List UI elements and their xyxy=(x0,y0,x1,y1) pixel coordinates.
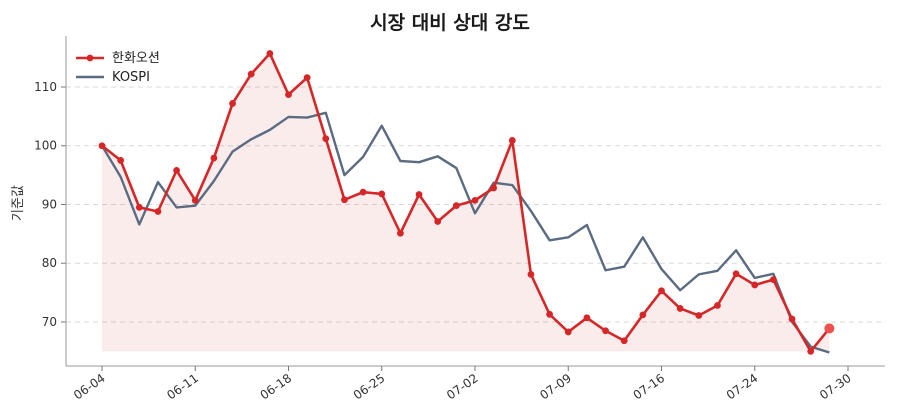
hanwha-point xyxy=(173,167,181,174)
hanwha-point xyxy=(620,337,628,345)
hanwha-point xyxy=(397,229,404,237)
legend-hanwha-marker xyxy=(86,54,94,62)
x-tick-label: 06-18 xyxy=(258,371,295,402)
hanwha-point xyxy=(490,184,498,192)
hanwha-point xyxy=(452,202,460,210)
hanwha-point xyxy=(751,281,759,289)
hanwha-point xyxy=(191,196,199,204)
hanwha-last-point xyxy=(824,323,835,334)
hanwha-point xyxy=(807,347,815,355)
hanwha-point xyxy=(732,270,740,278)
hanwha-point xyxy=(266,50,274,57)
y-tick-label: 110 xyxy=(34,80,57,94)
hanwha-point xyxy=(154,208,162,215)
hanwha-point xyxy=(135,204,143,211)
hanwha-point xyxy=(546,310,553,318)
kospi-line xyxy=(100,111,830,354)
x-tick-label: 07-09 xyxy=(537,371,574,402)
y-tick-label: 80 xyxy=(42,256,57,270)
y-tick-label: 70 xyxy=(42,315,57,329)
x-tick-label: 07-24 xyxy=(724,371,761,402)
y-axis-label: 기준값 xyxy=(11,185,26,221)
hanwha-point xyxy=(303,74,311,81)
hanwha-point xyxy=(695,312,703,319)
hanwha-point xyxy=(378,190,386,198)
hanwha-point xyxy=(247,70,255,78)
hanwha-point xyxy=(602,327,609,335)
hanwha-point xyxy=(229,100,236,107)
hanwha-point xyxy=(676,305,684,312)
hanwha-line xyxy=(101,52,831,353)
hanwha-point xyxy=(415,191,423,198)
x-tick-label: 06-25 xyxy=(351,371,388,402)
hanwha-point xyxy=(508,137,516,144)
hanwha-point xyxy=(98,142,106,150)
hanwha-point xyxy=(788,315,796,323)
hanwha-point xyxy=(527,270,535,278)
hanwha-point xyxy=(359,188,367,196)
x-tick-label: 06-11 xyxy=(164,371,201,402)
hanwha-point xyxy=(714,302,721,309)
hanwha-point xyxy=(117,157,125,164)
y-tick-label: 100 xyxy=(34,139,57,153)
y-tick-label: 90 xyxy=(42,197,57,211)
hanwha-point xyxy=(285,91,292,99)
x-tick-label: 07-16 xyxy=(631,371,668,402)
x-tick-label: 07-30 xyxy=(817,371,854,402)
hanwha-point xyxy=(639,311,647,319)
hanwha-point xyxy=(210,154,218,162)
x-tick-label: 06-04 xyxy=(71,371,108,402)
hanwha-point xyxy=(770,276,777,284)
hanwha-point xyxy=(341,196,348,204)
hanwha-point xyxy=(564,328,572,336)
hanwha-area-fill xyxy=(102,53,830,352)
chart-title: 시장 대비 상대 강도 xyxy=(370,12,530,34)
hanwha-point xyxy=(434,218,442,225)
hanwha-point xyxy=(658,287,665,295)
legend-hanwha-label: 한화오션 xyxy=(112,51,160,66)
hanwha-point xyxy=(322,135,330,143)
hanwha-point xyxy=(471,196,479,204)
hanwha-point xyxy=(583,314,591,322)
x-tick-label: 07-02 xyxy=(444,371,481,402)
legend-kospi-label: KOSPI xyxy=(112,70,150,85)
